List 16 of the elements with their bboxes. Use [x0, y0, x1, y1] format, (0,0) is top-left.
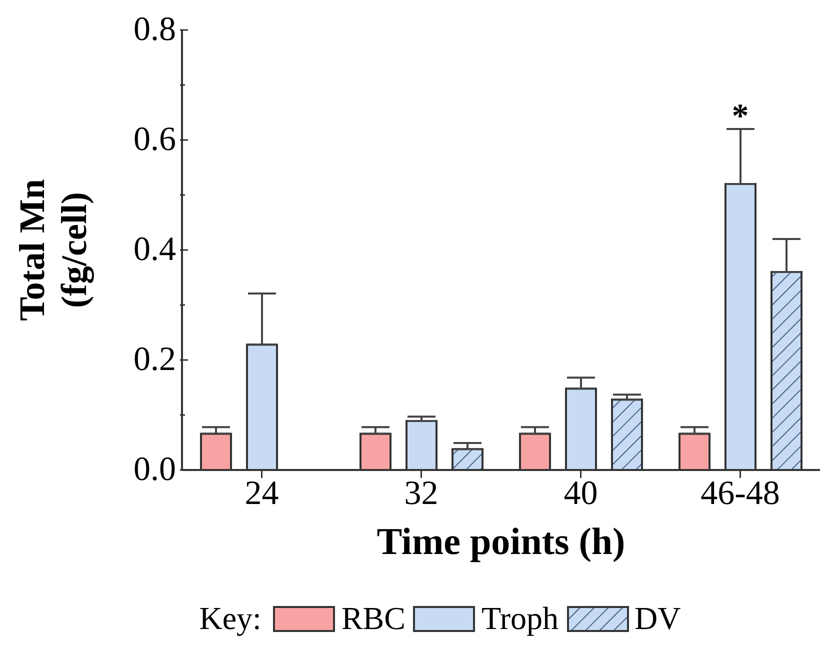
x-axis-title: Time points (h): [376, 521, 626, 563]
annotation: *: [732, 98, 749, 135]
legend-label: Troph: [480, 600, 559, 637]
legend-label: RBC: [340, 600, 406, 637]
y-tick-label: 0.8: [134, 11, 176, 48]
y-axis-title: Total Mn (fg/cell): [12, 179, 94, 321]
legend-title: Key:: [199, 600, 262, 637]
y-tick-label: 0.0: [134, 451, 176, 488]
y-tick-label: 0.2: [134, 341, 176, 378]
x-tick-label: 46-48: [700, 475, 780, 512]
y-tick-label: 0.4: [134, 231, 176, 268]
y-tick-label: 0.6: [134, 121, 176, 158]
x-tick-label: 32: [404, 475, 438, 512]
x-tick-label: 40: [564, 475, 598, 512]
x-tick-label: 24: [244, 475, 279, 512]
legend-label: DV: [634, 600, 681, 637]
